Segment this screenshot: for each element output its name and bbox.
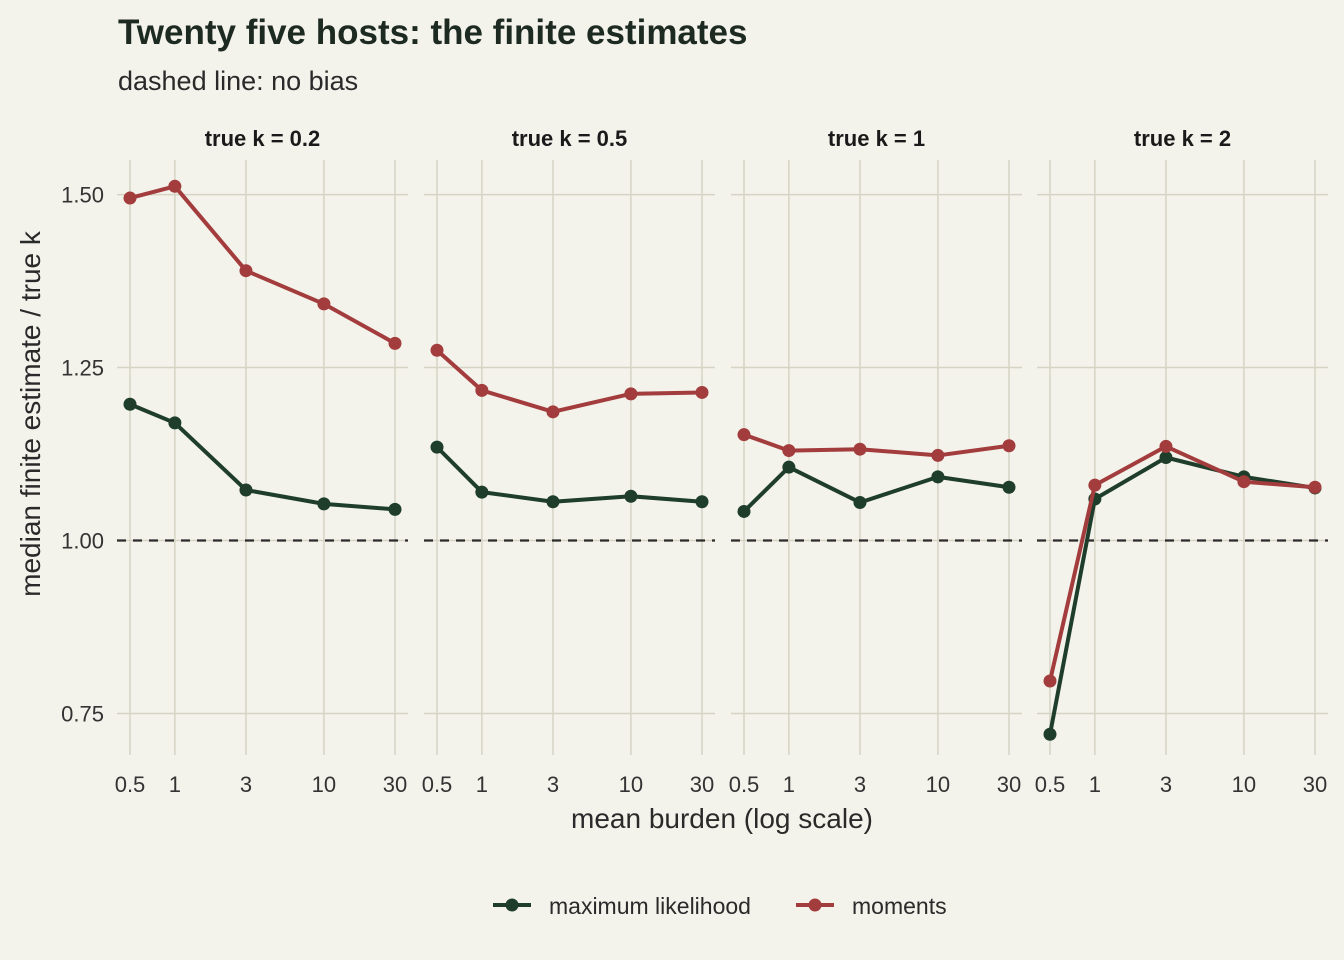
legend-item-maximum-likelihood: maximum likelihood <box>493 893 751 919</box>
y-axis: 0.75 1.00 1.25 1.50 <box>61 183 104 727</box>
y-tick-label: 1.25 <box>61 356 104 381</box>
panel-1: true k = 0.2 0.5 1 3 10 30 <box>115 126 408 797</box>
x-tick-label: 3 <box>1160 772 1172 797</box>
x-tick-label: 10 <box>1232 772 1256 797</box>
data-point-maximum-likelihood <box>624 489 638 503</box>
panel-strip-label: true k = 2 <box>1134 126 1231 151</box>
x-tick-label: 30 <box>690 772 714 797</box>
x-tick-label: 30 <box>383 772 407 797</box>
x-tick-label: 1 <box>169 772 181 797</box>
data-point-maximum-likelihood <box>239 483 253 497</box>
legend-swatch-point <box>808 898 822 912</box>
data-point-maximum-likelihood <box>475 485 489 499</box>
y-tick-label: 1.50 <box>61 183 104 208</box>
x-tick-label: 3 <box>240 772 252 797</box>
data-point-moments <box>168 179 182 193</box>
data-point-moments <box>1043 674 1057 688</box>
data-point-maximum-likelihood <box>1159 451 1173 464</box>
x-tick-label: 1 <box>476 772 488 797</box>
x-tick-label: 1 <box>1089 772 1101 797</box>
panel-strip-label: true k = 1 <box>828 126 925 151</box>
x-tick-label: 3 <box>547 772 559 797</box>
x-tick-label: 10 <box>312 772 336 797</box>
data-point-moments <box>1308 480 1322 494</box>
x-tick-label: 0.5 <box>422 772 453 797</box>
data-point-moments <box>1237 475 1251 489</box>
legend-label: maximum likelihood <box>549 893 751 919</box>
data-point-moments <box>853 442 867 456</box>
panel-strip-label: true k = 0.2 <box>205 126 321 151</box>
data-point-maximum-likelihood <box>388 502 402 516</box>
chart-subtitle: dashed line: no bias <box>118 66 358 96</box>
data-point-moments <box>1002 439 1016 453</box>
panel-4: true k = 2 0.5 1 3 10 30 <box>1035 126 1328 797</box>
data-point-maximum-likelihood <box>695 495 709 509</box>
x-tick-label: 10 <box>926 772 950 797</box>
data-point-moments <box>388 336 402 350</box>
y-tick-label: 0.75 <box>61 701 104 726</box>
data-point-moments <box>123 191 137 205</box>
x-tick-label: 3 <box>854 772 866 797</box>
data-point-maximum-likelihood <box>782 460 796 474</box>
y-axis-title: median finite estimate / true k <box>15 230 46 597</box>
data-point-moments <box>475 383 489 397</box>
data-point-moments <box>239 264 253 278</box>
data-point-maximum-likelihood <box>430 440 444 454</box>
series-line-moments <box>129 184 396 346</box>
chart-title: Twenty five hosts: the finite estimates <box>118 13 748 52</box>
legend-swatch-point <box>505 898 519 912</box>
y-tick-label: 1.00 <box>61 529 104 554</box>
data-point-moments <box>782 444 796 458</box>
panel-2: true k = 0.5 0.5 1 3 10 30 <box>422 126 715 797</box>
data-point-moments <box>1088 478 1102 492</box>
data-point-moments <box>737 428 751 442</box>
data-point-moments <box>624 387 638 401</box>
panel-3: true k = 1 0.5 1 3 10 30 <box>729 126 1022 797</box>
data-point-maximum-likelihood <box>737 504 751 518</box>
data-point-moments <box>931 448 945 462</box>
x-tick-label: 0.5 <box>1035 772 1066 797</box>
data-point-moments <box>1159 439 1173 453</box>
series-line-moments <box>435 348 703 414</box>
data-point-maximum-likelihood <box>317 497 331 511</box>
data-point-moments <box>695 385 709 399</box>
x-tick-label: 0.5 <box>115 772 146 797</box>
data-point-maximum-likelihood <box>1002 480 1016 494</box>
data-point-moments <box>430 343 444 357</box>
x-tick-label: 30 <box>1303 772 1327 797</box>
x-axis-title: mean burden (log scale) <box>571 803 873 834</box>
data-point-maximum-likelihood <box>168 416 182 430</box>
data-point-maximum-likelihood <box>931 470 945 484</box>
data-point-moments <box>546 405 560 419</box>
x-tick-label: 1 <box>783 772 795 797</box>
legend: maximum likelihood moments <box>493 893 947 919</box>
x-tick-label: 0.5 <box>729 772 760 797</box>
legend-item-moments: moments <box>796 893 947 919</box>
data-point-maximum-likelihood <box>853 495 867 509</box>
x-tick-label: 10 <box>619 772 643 797</box>
data-point-moments <box>317 297 331 311</box>
panel-strip-label: true k = 0.5 <box>512 126 628 151</box>
data-point-maximum-likelihood <box>123 397 137 411</box>
data-point-maximum-likelihood <box>1043 727 1057 741</box>
x-tick-label: 30 <box>997 772 1021 797</box>
data-point-maximum-likelihood <box>546 495 560 509</box>
legend-label: moments <box>852 893 947 919</box>
series-line-maximum-likelihood <box>742 465 1010 513</box>
